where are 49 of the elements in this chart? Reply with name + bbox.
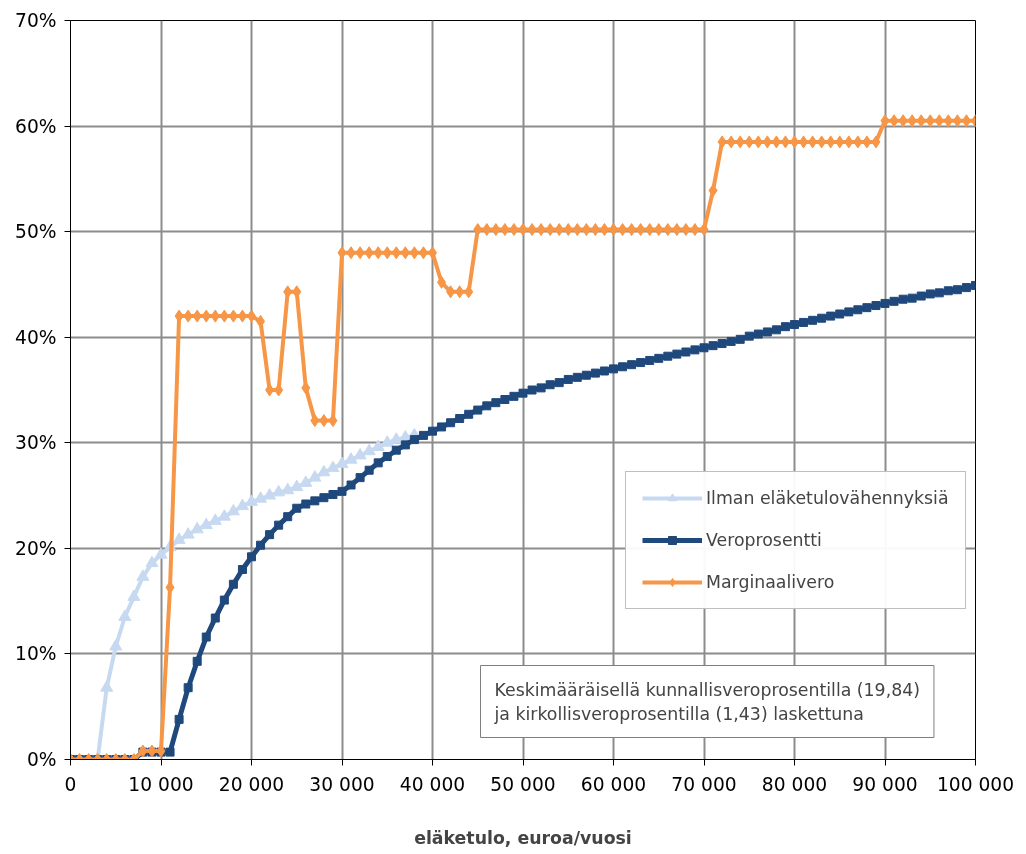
point	[136, 569, 150, 581]
point	[308, 470, 322, 482]
y-tick-label: 40%	[15, 326, 57, 348]
y-tick-label: 60%	[15, 115, 57, 137]
point	[353, 448, 367, 460]
y-tick-label: 10%	[15, 643, 57, 665]
point	[317, 464, 331, 477]
y-tick-label: 0%	[26, 749, 57, 770]
legend-label: Ilman eläketulovähennyksiä	[706, 488, 949, 508]
y-tick-label: 50%	[15, 221, 57, 243]
legend-label: Veroprosentti	[706, 530, 822, 550]
x-tick-label: 60 000	[580, 773, 647, 795]
x-tick-label: 0	[64, 773, 77, 795]
point	[380, 435, 394, 447]
x-tick-label: 50 000	[490, 773, 556, 795]
x-tick-label: 30 000	[309, 773, 375, 795]
x-tick-label: 100 000	[936, 773, 1015, 795]
point	[172, 532, 186, 544]
x-tick-label: 90 000	[852, 773, 918, 795]
point	[181, 527, 195, 539]
point	[290, 479, 304, 492]
point	[254, 491, 268, 503]
point	[344, 452, 358, 464]
point	[190, 521, 204, 534]
point	[145, 555, 159, 568]
x-tick-label: 80 000	[761, 773, 828, 795]
point	[272, 484, 286, 497]
point	[235, 498, 249, 511]
point	[226, 503, 240, 516]
point	[100, 680, 114, 692]
point	[118, 609, 132, 621]
point	[154, 547, 168, 559]
y-tick-label: 70%	[15, 10, 57, 31]
y-tick-label: 20%	[15, 537, 57, 559]
point	[109, 639, 123, 651]
point	[263, 488, 277, 500]
x-tick-label: 40 000	[399, 773, 466, 795]
point	[335, 456, 349, 468]
x-tick-label: 70 000	[671, 773, 737, 795]
point	[127, 589, 141, 601]
x-tick-label: 10 000	[128, 773, 194, 795]
point	[299, 475, 313, 487]
annotation: Keskimääräisellä kunnallisveroprosentilla (19,84) ja kirkollisveroprosentilla (1,43) laskettuna	[493, 679, 920, 724]
x-axis-title: eläketulo, euroa/vuosi	[414, 827, 632, 848]
y-tick-label: 30%	[15, 432, 57, 454]
x-tick-label: 20 000	[218, 773, 285, 795]
point	[326, 460, 340, 473]
point	[362, 443, 376, 456]
legend-label: Marginaalivero	[706, 572, 835, 592]
